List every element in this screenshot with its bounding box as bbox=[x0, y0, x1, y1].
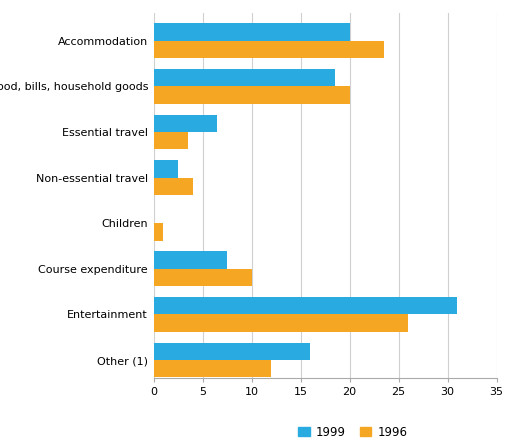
Bar bbox=[154, 160, 178, 177]
Bar bbox=[154, 360, 271, 378]
Bar bbox=[154, 40, 384, 58]
Bar bbox=[154, 114, 217, 132]
Bar bbox=[154, 297, 457, 315]
Bar bbox=[154, 23, 350, 40]
Bar bbox=[154, 252, 227, 269]
Bar bbox=[154, 69, 335, 86]
Bar bbox=[154, 343, 310, 360]
Bar bbox=[154, 177, 193, 195]
Bar bbox=[154, 132, 188, 149]
Legend: 1999, 1996: 1999, 1996 bbox=[293, 421, 412, 440]
Bar bbox=[154, 223, 163, 241]
Bar bbox=[154, 86, 350, 103]
Bar bbox=[154, 315, 409, 332]
Bar bbox=[154, 269, 251, 286]
